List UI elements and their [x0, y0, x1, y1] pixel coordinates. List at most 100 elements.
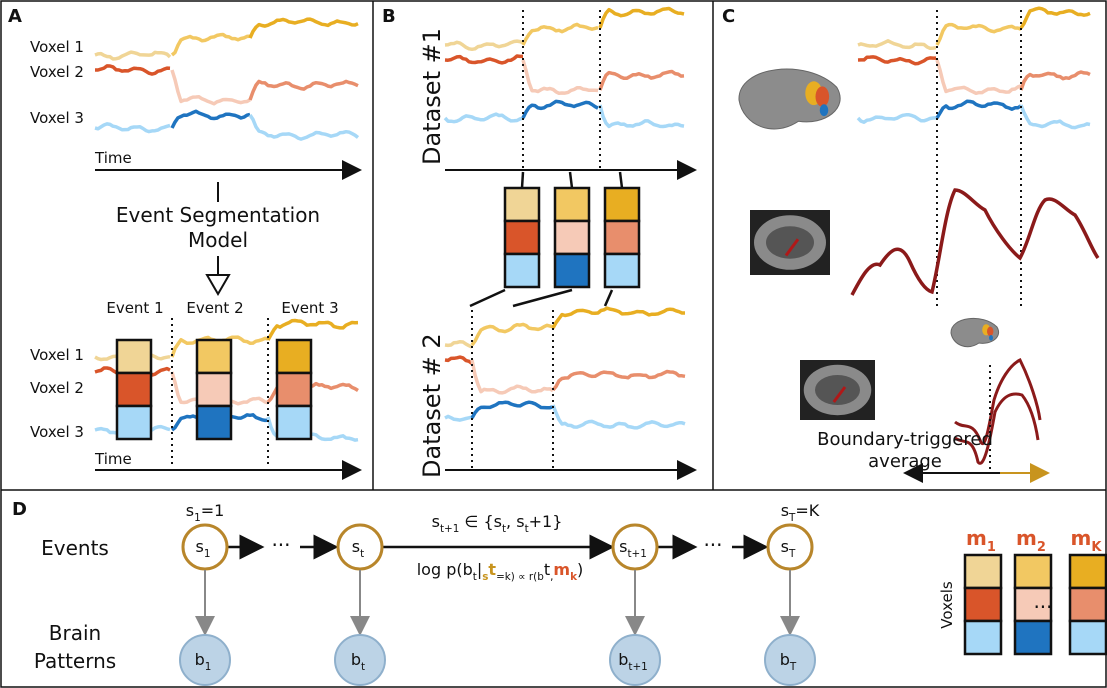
- voxel-label: Voxel 3: [30, 423, 84, 441]
- voxel-trace: [551, 369, 686, 392]
- pattern-cell: [553, 186, 591, 223]
- pattern-cell: [195, 338, 233, 375]
- voxel-trace: [1019, 6, 1091, 29]
- brain-region: [819, 104, 829, 117]
- pattern-node-label: b1: [195, 650, 212, 673]
- voxel-trace: [170, 69, 251, 106]
- voxel-trace: [551, 404, 686, 430]
- connector: [469, 288, 506, 308]
- voxel-trace: [598, 69, 685, 91]
- ellipsis: ···: [271, 533, 290, 557]
- text-part: s: [619, 537, 627, 556]
- text-part: s: [482, 571, 488, 583]
- pattern-cell: [503, 186, 541, 223]
- voxel-trace: [94, 122, 171, 134]
- panel-label: D: [12, 499, 27, 520]
- voxel-trace: [857, 39, 937, 51]
- pattern-node-label: bT: [780, 650, 797, 673]
- text-part: T: [788, 548, 796, 560]
- text-part: s: [781, 537, 789, 556]
- text-part: s: [196, 537, 204, 556]
- pattern-cell: [1068, 619, 1107, 656]
- row-label: Events: [41, 536, 109, 560]
- pattern-cell: [603, 219, 641, 256]
- pattern-cell: [115, 338, 153, 375]
- pattern-cell: [1068, 586, 1107, 623]
- text-part: t: [473, 571, 477, 583]
- panel-label: A: [8, 6, 22, 27]
- pattern-cell: [1013, 619, 1053, 656]
- text-part: ,: [550, 571, 553, 583]
- event-node: [181, 523, 229, 571]
- text-part: t: [544, 560, 550, 579]
- connector: [568, 171, 574, 189]
- text-part: 1: [204, 548, 211, 560]
- event-node-label: s1: [196, 537, 211, 560]
- pattern-node: [609, 634, 661, 686]
- event-label: Event 3: [281, 299, 338, 317]
- pattern-node: [334, 634, 386, 686]
- state-annotation: s1=1: [186, 501, 225, 524]
- pattern-cell: [1068, 553, 1107, 590]
- caption: average: [868, 451, 942, 472]
- voxel-label: Voxel 2: [30, 379, 84, 397]
- event-node-label: sT: [781, 537, 796, 560]
- text-part: t: [360, 548, 364, 560]
- ellipsis: ···: [703, 533, 722, 557]
- text-part: t: [488, 560, 496, 579]
- voxel-trace: [470, 400, 554, 419]
- ellipsis: ...: [1033, 589, 1052, 613]
- panel-label: C: [722, 6, 735, 27]
- mean-label: m2: [1016, 526, 1046, 555]
- text-part: t+1: [627, 548, 646, 560]
- pattern-cell: [115, 371, 153, 408]
- voxel-trace: [170, 32, 251, 57]
- text-part: t: [502, 523, 506, 535]
- row-label: Brain: [49, 621, 101, 645]
- pattern-cell: [603, 186, 641, 223]
- mri-region: [832, 386, 847, 403]
- voxel-trace: [598, 6, 685, 29]
- text-part: m: [966, 526, 987, 550]
- text-part: ): [577, 560, 583, 579]
- text-part: k: [570, 571, 578, 583]
- voxel-trace: [444, 355, 474, 365]
- pattern-cell: [963, 553, 1003, 590]
- text-part: T: [788, 512, 796, 524]
- pattern-node-label: bt: [351, 650, 365, 673]
- transition-rule: st+1 ∈ {st, st+1}: [432, 512, 563, 535]
- pattern-cell: [275, 371, 313, 408]
- mri-region: [784, 238, 800, 257]
- text-part: s: [186, 501, 194, 520]
- text-part: log p(b: [417, 560, 473, 579]
- voxel-trace: [470, 359, 554, 395]
- mean-label: mK: [1071, 526, 1103, 555]
- text-part: b: [780, 650, 790, 669]
- text-part: K: [1091, 540, 1102, 555]
- event-label: Event 2: [186, 299, 243, 317]
- voxel-trace: [856, 113, 937, 124]
- time-label: Time: [94, 149, 132, 167]
- pattern-cell: [553, 252, 591, 289]
- pattern-cell: [963, 586, 1003, 623]
- text-part: b: [351, 650, 361, 669]
- voxel-trace: [521, 59, 599, 96]
- pattern-cell: [503, 219, 541, 256]
- voxel-label: Voxel 2: [30, 63, 84, 81]
- voxels-label: Voxels: [938, 581, 956, 629]
- pattern-cell: [553, 219, 591, 256]
- mri-image: [766, 226, 814, 259]
- brain-region: [815, 86, 830, 107]
- voxel-trace: [521, 99, 599, 119]
- event-node: [336, 523, 384, 571]
- voxel-trace: [444, 54, 523, 65]
- connector: [618, 171, 624, 189]
- voxel-trace: [248, 79, 359, 101]
- model-label: Event Segmentation: [116, 203, 320, 227]
- voxel-trace: [94, 50, 172, 61]
- brain-region: [989, 335, 993, 341]
- connector: [520, 171, 525, 189]
